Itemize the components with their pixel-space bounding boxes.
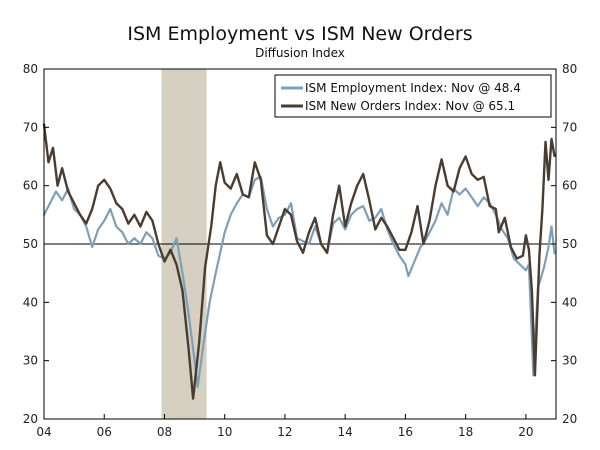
x-tick-label: 20 bbox=[518, 425, 533, 439]
y-tick-label-right: 50 bbox=[562, 237, 577, 251]
y-tick-label-right: 40 bbox=[562, 295, 577, 309]
y-tick-label-right: 70 bbox=[562, 120, 577, 134]
series-group bbox=[42, 123, 556, 400]
chart-title: ISM Employment vs ISM New Orders bbox=[127, 23, 472, 45]
x-tick-label: 04 bbox=[36, 425, 51, 439]
y-tick-label-left: 20 bbox=[23, 412, 38, 426]
y-tick-label-left: 50 bbox=[23, 237, 38, 251]
y-tick-label-right: 80 bbox=[562, 62, 577, 76]
x-tick-label: 08 bbox=[157, 425, 172, 439]
y-tick-label-right: 60 bbox=[562, 179, 577, 193]
axes-group: 20 30 40 50 60 70 80 20 30 40 50 60 70 80 04 06 08 10 12 14… bbox=[23, 62, 578, 439]
y-tick-label-left: 40 bbox=[23, 295, 38, 309]
y-tick-label-right: 30 bbox=[562, 354, 577, 368]
x-tick-label: 06 bbox=[97, 425, 112, 439]
x-tick-label: 18 bbox=[458, 425, 473, 439]
x-tick-label: 12 bbox=[277, 425, 292, 439]
y-tick-label-left: 70 bbox=[23, 120, 38, 134]
x-tick-label: 16 bbox=[398, 425, 413, 439]
y-tick-label-left: 30 bbox=[23, 354, 38, 368]
y-tick-label-left: 60 bbox=[23, 179, 38, 193]
series-line-ism-new-orders bbox=[42, 123, 556, 400]
legend-label-ism-employment: ISM Employment Index: Nov @ 48.4 bbox=[305, 81, 521, 95]
legend-box bbox=[274, 74, 552, 118]
y-tick-label-left: 80 bbox=[23, 62, 38, 76]
x-tick-label: 14 bbox=[338, 425, 353, 439]
legend: ISM Employment Index: Nov @ 48.4 ISM New … bbox=[274, 74, 552, 118]
chart-subtitle: Diffusion Index bbox=[255, 46, 345, 60]
legend-label-ism-new-orders: ISM New Orders Index: Nov @ 65.1 bbox=[305, 99, 515, 113]
y-tick-label-right: 20 bbox=[562, 412, 577, 426]
x-tick-label: 10 bbox=[217, 425, 232, 439]
